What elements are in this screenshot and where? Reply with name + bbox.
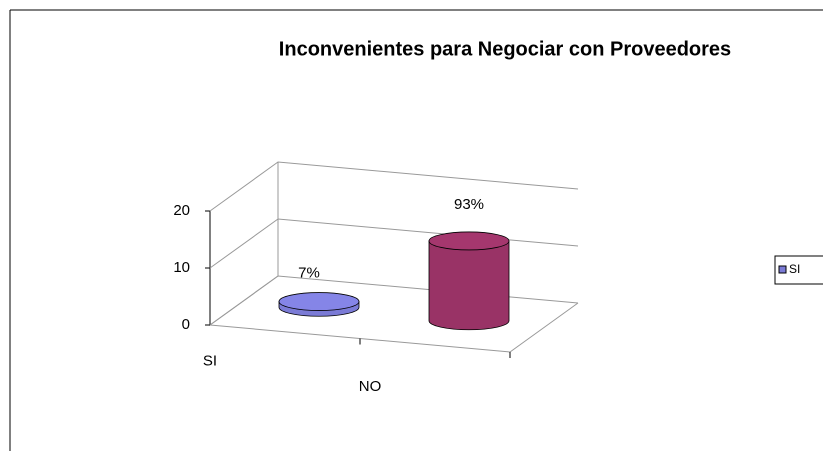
y-tick-label: 0 [182, 316, 190, 333]
bar-top [428, 231, 510, 251]
bar [428, 240, 510, 331]
grid-line [209, 218, 579, 269]
y-tick-label: 20 [173, 202, 190, 219]
legend-label: SI [789, 262, 800, 276]
data-label: 7% [298, 265, 320, 282]
x-tick-label: NO [359, 378, 382, 395]
bar-top [278, 292, 360, 311]
y-tick-label: 10 [173, 259, 190, 276]
grid-line [209, 275, 579, 326]
legend-swatch [778, 265, 787, 274]
data-label: 93% [454, 196, 484, 213]
x-tick-label: SI [203, 353, 217, 370]
chart-title: Inconvenientes para Negociar con Proveed… [279, 38, 731, 60]
grid-line [209, 161, 579, 212]
floor [209, 302, 579, 353]
